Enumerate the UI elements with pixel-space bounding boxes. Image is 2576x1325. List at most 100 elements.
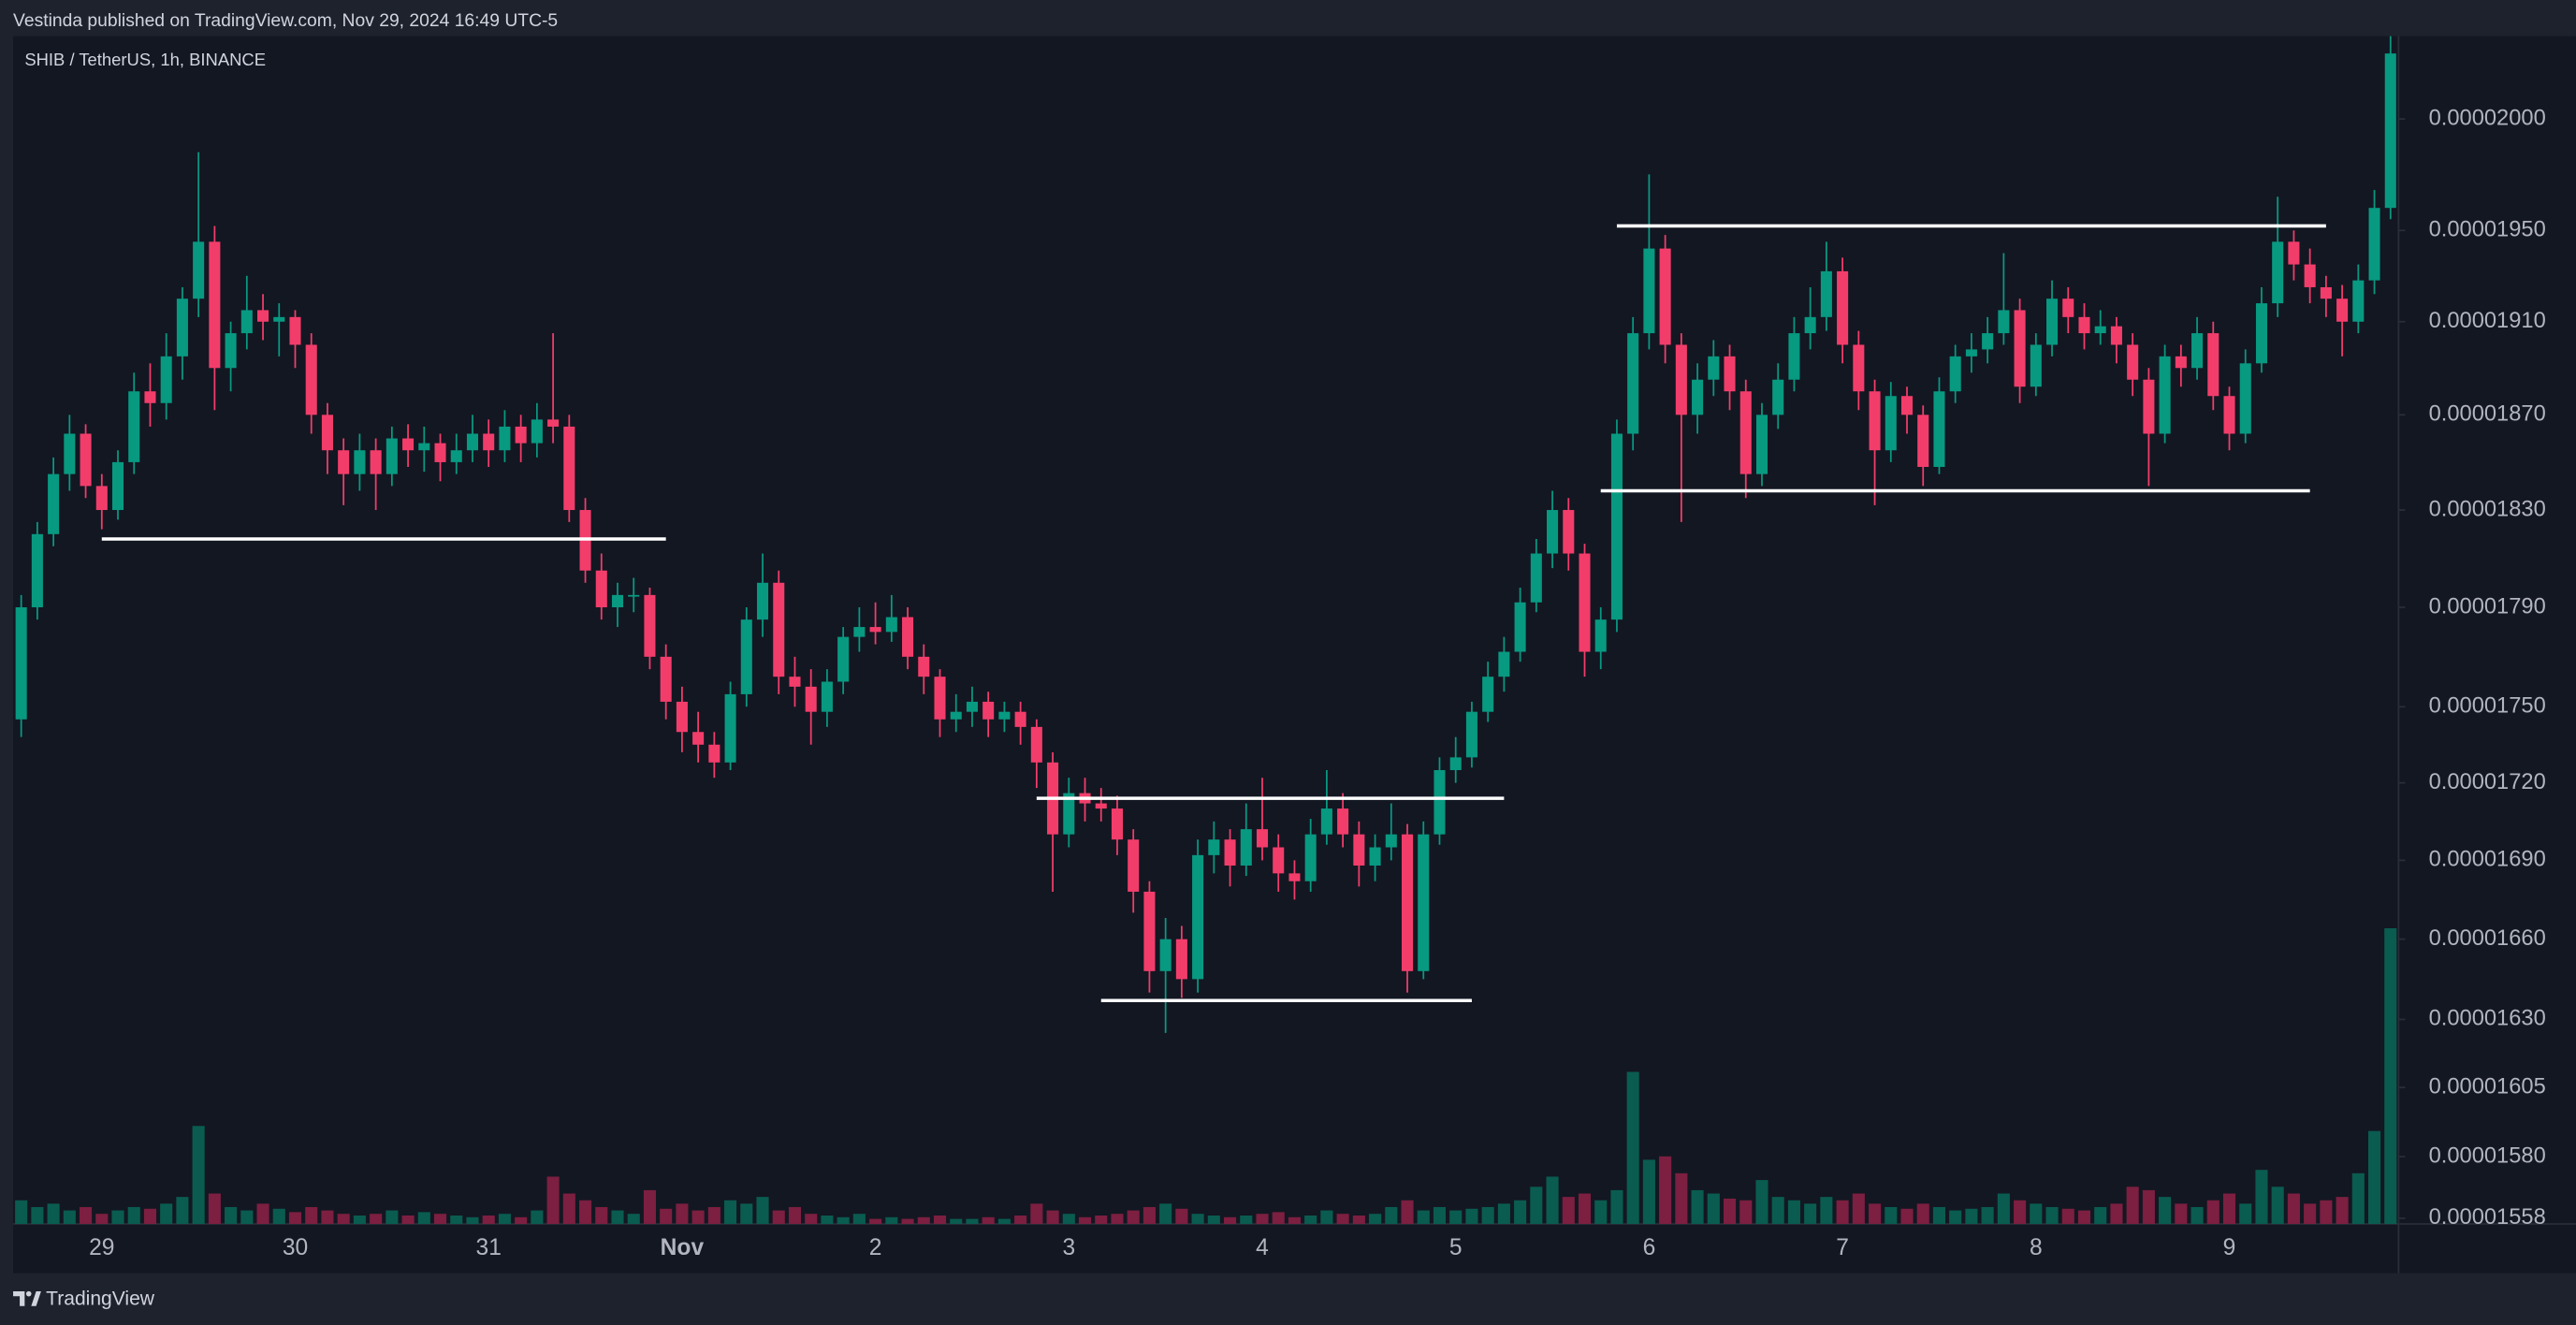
volume-bar <box>1304 1215 1317 1225</box>
candle-body <box>386 438 398 474</box>
y-tick-label: 0.00001630 <box>2429 1007 2546 1031</box>
volume-bar <box>2094 1206 2107 1225</box>
volume-bar <box>852 1214 866 1225</box>
candle-body <box>1788 333 1800 380</box>
candle-body <box>1885 396 1897 451</box>
volume-bar <box>1256 1214 1269 1225</box>
candle-body <box>48 473 60 534</box>
volume-bar <box>176 1197 189 1225</box>
candle-body <box>1240 829 1252 866</box>
volume-bar <box>1981 1206 1994 1225</box>
y-tick-label: 0.00001605 <box>2429 1074 2546 1099</box>
candle-body <box>1224 839 1236 866</box>
candle-body <box>1175 939 1187 980</box>
candle-body <box>1320 808 1332 835</box>
candle-body <box>1482 677 1494 712</box>
candle-body <box>289 316 301 345</box>
volume-bar <box>2175 1203 2188 1225</box>
candle-body <box>1675 344 1687 415</box>
y-tick-label: 0.00001750 <box>2429 694 2546 719</box>
volume-bar <box>2159 1197 2172 1225</box>
candle-body <box>2207 333 2219 397</box>
candle-body <box>450 450 462 462</box>
candle-body <box>2159 356 2171 434</box>
candle-body <box>1724 356 1736 392</box>
volume-bar <box>1610 1189 1623 1225</box>
candle-body <box>80 433 92 487</box>
candle-body <box>1256 829 1269 848</box>
candle-body <box>2320 286 2332 299</box>
y-tick-label: 0.00001790 <box>2429 594 2546 619</box>
volume-bar <box>1739 1200 1753 1225</box>
candle-body <box>531 419 543 444</box>
volume-bar <box>450 1215 463 1225</box>
candle-body <box>499 426 511 451</box>
candle-body <box>370 450 382 474</box>
candle-body <box>1208 839 1220 855</box>
candle-body <box>1385 834 1397 848</box>
candle-body <box>595 570 607 607</box>
volume-bar <box>660 1208 673 1225</box>
candle-body <box>1449 757 1462 770</box>
candle-body <box>209 241 221 369</box>
volume-bar <box>1594 1200 1608 1225</box>
volume-bar <box>63 1210 76 1225</box>
candle-body <box>31 533 43 607</box>
volume-bar <box>1175 1208 1188 1225</box>
candle-body <box>660 656 672 702</box>
volume-bar <box>1481 1206 1494 1225</box>
volume-bar <box>805 1214 818 1225</box>
candle-body <box>1418 834 1430 971</box>
volume-bar <box>2014 1200 2027 1225</box>
volume-bar <box>578 1200 592 1225</box>
candle-body <box>1111 808 1124 840</box>
candle-body <box>1998 310 2010 334</box>
candle-body <box>547 419 560 427</box>
volume-bar <box>417 1212 430 1225</box>
volume-bar <box>1030 1203 1043 1225</box>
x-tick-label: 9 <box>2223 1235 2236 1260</box>
candle-body <box>1014 711 1026 727</box>
candle-body <box>1594 619 1607 652</box>
candle-body <box>305 344 317 415</box>
volume-bar <box>31 1206 44 1225</box>
volume-bar <box>515 1216 528 1225</box>
footer-brand: TradingView <box>46 1288 155 1309</box>
volume-bar <box>707 1206 720 1225</box>
volume-bar <box>2110 1203 2123 1225</box>
candle-body <box>1965 349 1977 357</box>
volume-bar <box>1207 1215 1220 1225</box>
candle-body <box>2062 298 2074 317</box>
y-tick-label: 0.00001690 <box>2429 848 2546 872</box>
candle-body <box>1401 834 1414 971</box>
volume-bar <box>1224 1216 1237 1225</box>
candle-body <box>982 701 995 720</box>
candle-body <box>225 333 237 369</box>
candle-body <box>240 310 253 334</box>
volume-bar <box>240 1210 254 1225</box>
volume-bar <box>1191 1214 1204 1225</box>
logo-mark <box>13 1291 25 1306</box>
candle-body <box>1869 391 1881 451</box>
candle-body <box>1288 873 1301 881</box>
candle-body <box>724 693 736 763</box>
volume-bar <box>2206 1200 2219 1225</box>
volume-bar <box>1142 1206 1156 1225</box>
x-tick-label: 5 <box>1449 1235 1463 1260</box>
volume-bar <box>111 1210 124 1225</box>
candle-body <box>2223 396 2235 434</box>
symbol-title: SHIB / TetherUS, 1h, BINANCE <box>24 50 266 69</box>
publish-info: Vestinda published on TradingView.com, N… <box>13 11 558 31</box>
volume-bar <box>15 1200 28 1225</box>
candle-body <box>2143 379 2155 434</box>
x-tick-label: 29 <box>89 1235 114 1260</box>
volume-bar <box>288 1212 302 1225</box>
candle-body <box>64 433 76 474</box>
candle-body <box>1030 726 1042 763</box>
candle-body <box>1610 433 1623 620</box>
plot-area <box>15 36 2397 1225</box>
volume-bar <box>997 1218 1011 1225</box>
candle-body <box>740 619 752 694</box>
volume-bar <box>1514 1200 1527 1225</box>
